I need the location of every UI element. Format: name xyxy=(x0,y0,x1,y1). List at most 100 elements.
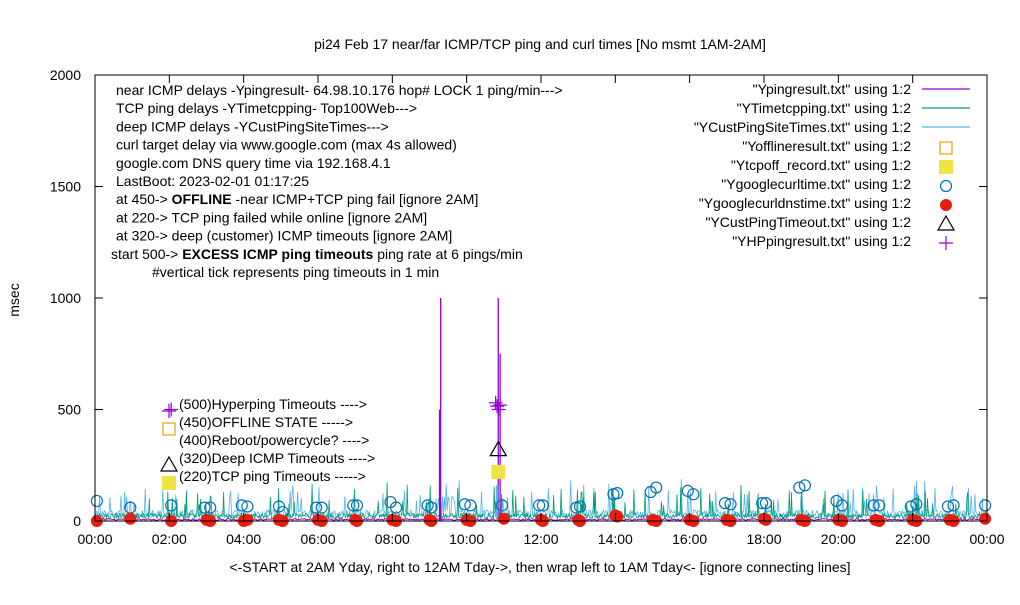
x-tick-label: 08:00 xyxy=(375,531,410,547)
curl-time-point xyxy=(198,501,211,514)
curl-time-point xyxy=(867,499,880,512)
deep-icmp-series-line xyxy=(94,479,988,519)
x-tick-label: 00:00 xyxy=(969,531,1004,547)
key-marker xyxy=(162,404,176,418)
axis-layer: 00:00 02:00 04:00 06:00 08:00 10:00 12:00 14:00… xyxy=(50,67,1005,547)
dns-time-point xyxy=(241,513,254,526)
x-tick-label: 10:00 xyxy=(449,531,484,547)
curl-time-point xyxy=(315,501,328,514)
legend-label: "Ytcpoff_record.txt" using 1:2 xyxy=(731,157,911,173)
curl-time-point xyxy=(650,481,663,494)
curl-time-point xyxy=(759,497,772,510)
legend-label: "YHPpingresult.txt" using 1:2 xyxy=(732,233,911,249)
dns-time-point xyxy=(979,512,992,525)
curl-time-point xyxy=(425,501,438,514)
curl-time-point xyxy=(793,481,806,494)
legend-swatch xyxy=(939,160,953,174)
x-tick-label: 04:00 xyxy=(226,531,261,547)
legend-swatch xyxy=(940,199,952,211)
curl-time-point xyxy=(350,499,364,512)
hyperping-timeout-point xyxy=(493,398,508,413)
curl-time-point xyxy=(718,497,732,510)
info-line: at 450-> OFFLINE -near ICMP+TCP ping fai… xyxy=(116,191,478,207)
x-tick-label: 02:00 xyxy=(152,531,187,547)
info-line: TCP ping delays -YTimetcpping- Top100Web… xyxy=(116,100,417,116)
info-line: #vertical tick represents ping timeouts … xyxy=(152,264,439,280)
legend-swatch xyxy=(939,236,953,250)
key-marker xyxy=(162,422,176,436)
info-line: google.com DNS query time via 192.168.4.… xyxy=(116,155,391,171)
dns-time-point xyxy=(759,513,772,526)
legend-swatch xyxy=(939,141,953,155)
info-line: LastBoot: 2023-02-01 01:17:25 xyxy=(116,173,309,189)
curl-time-point xyxy=(235,499,248,512)
x-tick-label: 14:00 xyxy=(598,531,633,547)
in-plot-key: (500)Hyperping Timeouts ----> (450)OFFLIN… xyxy=(159,396,375,490)
curl-time-point xyxy=(904,500,917,513)
legend-label: "YTimetcpping.txt" using 1:2 xyxy=(737,100,912,116)
x-tick-label: 18:00 xyxy=(746,531,781,547)
x-axis-label: <-START at 2AM Yday, right to 12AM Tday-… xyxy=(229,559,850,575)
x-tick-label: 00:00 xyxy=(77,531,112,547)
legend-label: "YCustPingTimeout.txt" using 1:2 xyxy=(705,214,911,230)
dns-time-point xyxy=(497,512,510,525)
legend-label: "Ygooglecurltime.txt" using 1:2 xyxy=(721,176,911,192)
key-label: (500)Hyperping Timeouts ----> xyxy=(179,396,367,412)
curl-time-point xyxy=(798,479,811,492)
dns-time-point xyxy=(124,512,137,525)
x-tick-label: 16:00 xyxy=(672,531,707,547)
chart-title: pi24 Feb 17 near/far ICMP/TCP ping and c… xyxy=(314,36,766,52)
info-line: curl target delay via www.google.com (ma… xyxy=(116,137,457,153)
info-line: start 500-> EXCESS ICMP ping timeouts pi… xyxy=(111,246,523,262)
curl-time-point xyxy=(910,498,923,511)
y-tick-label: 1000 xyxy=(50,290,81,306)
legend-label: "Yofflineresult.txt" using 1:2 xyxy=(742,138,911,154)
info-line: near ICMP delays -Ypingresult- 64.98.10.… xyxy=(116,82,563,98)
curl-time-point xyxy=(389,501,403,514)
curl-time-point xyxy=(941,500,955,513)
y-tick-label: 2000 xyxy=(50,67,81,83)
key-marker xyxy=(162,476,176,490)
x-tick-label: 20:00 xyxy=(821,531,856,547)
curl-time-point xyxy=(979,499,992,512)
curl-time-point xyxy=(835,499,849,512)
legend-swatch xyxy=(936,214,956,231)
y-axis-label: msec xyxy=(6,283,22,316)
curl-time-point xyxy=(241,500,254,513)
curl-time-point xyxy=(495,499,509,512)
key-label: (220)TCP ping Timeouts -----> xyxy=(179,468,366,484)
y-tick-label: 500 xyxy=(58,402,82,418)
curl-time-point xyxy=(687,488,700,501)
curl-time-point xyxy=(310,501,323,514)
curl-time-point xyxy=(464,499,477,512)
dns-time-point xyxy=(611,510,624,523)
key-label: (320)Deep ICMP Timeouts ----> xyxy=(179,450,375,466)
legend-label: "YCustPingSiteTimes.txt" using 1:2 xyxy=(694,119,911,135)
curl-time-point xyxy=(873,499,886,512)
hyperping-timeout-point xyxy=(490,399,505,414)
legend-label: "Ygooglecurldnstime.txt" using 1:2 xyxy=(699,195,911,211)
key-marker xyxy=(159,455,179,472)
curl-time-point xyxy=(573,500,587,513)
tcp-timeout-point xyxy=(491,464,506,479)
deep-icmp-timeout-point xyxy=(489,440,508,457)
curl-time-point xyxy=(90,494,103,508)
key-label: (450)OFFLINE STATE -----> xyxy=(179,414,353,430)
curl-time-point xyxy=(347,499,360,512)
legend-swatch xyxy=(939,179,953,193)
curl-time-point xyxy=(533,499,546,512)
curl-time-point xyxy=(165,499,178,512)
y-tick-label: 1500 xyxy=(50,179,81,195)
x-tick-label: 06:00 xyxy=(300,531,335,547)
curl-time-point xyxy=(724,498,737,511)
curl-time-point xyxy=(611,487,624,500)
info-text-block: near ICMP delays -Ypingresult- 64.98.10.… xyxy=(111,82,563,280)
legend-label: "Ypingresult.txt" using 1:2 xyxy=(753,81,912,97)
info-line: deep ICMP delays -YCustPingSiteTimes---> xyxy=(116,118,389,134)
curl-time-point xyxy=(458,498,471,511)
curl-time-point xyxy=(947,499,960,512)
y-tick-label: 0 xyxy=(73,513,81,529)
x-tick-label: 12:00 xyxy=(523,531,558,547)
